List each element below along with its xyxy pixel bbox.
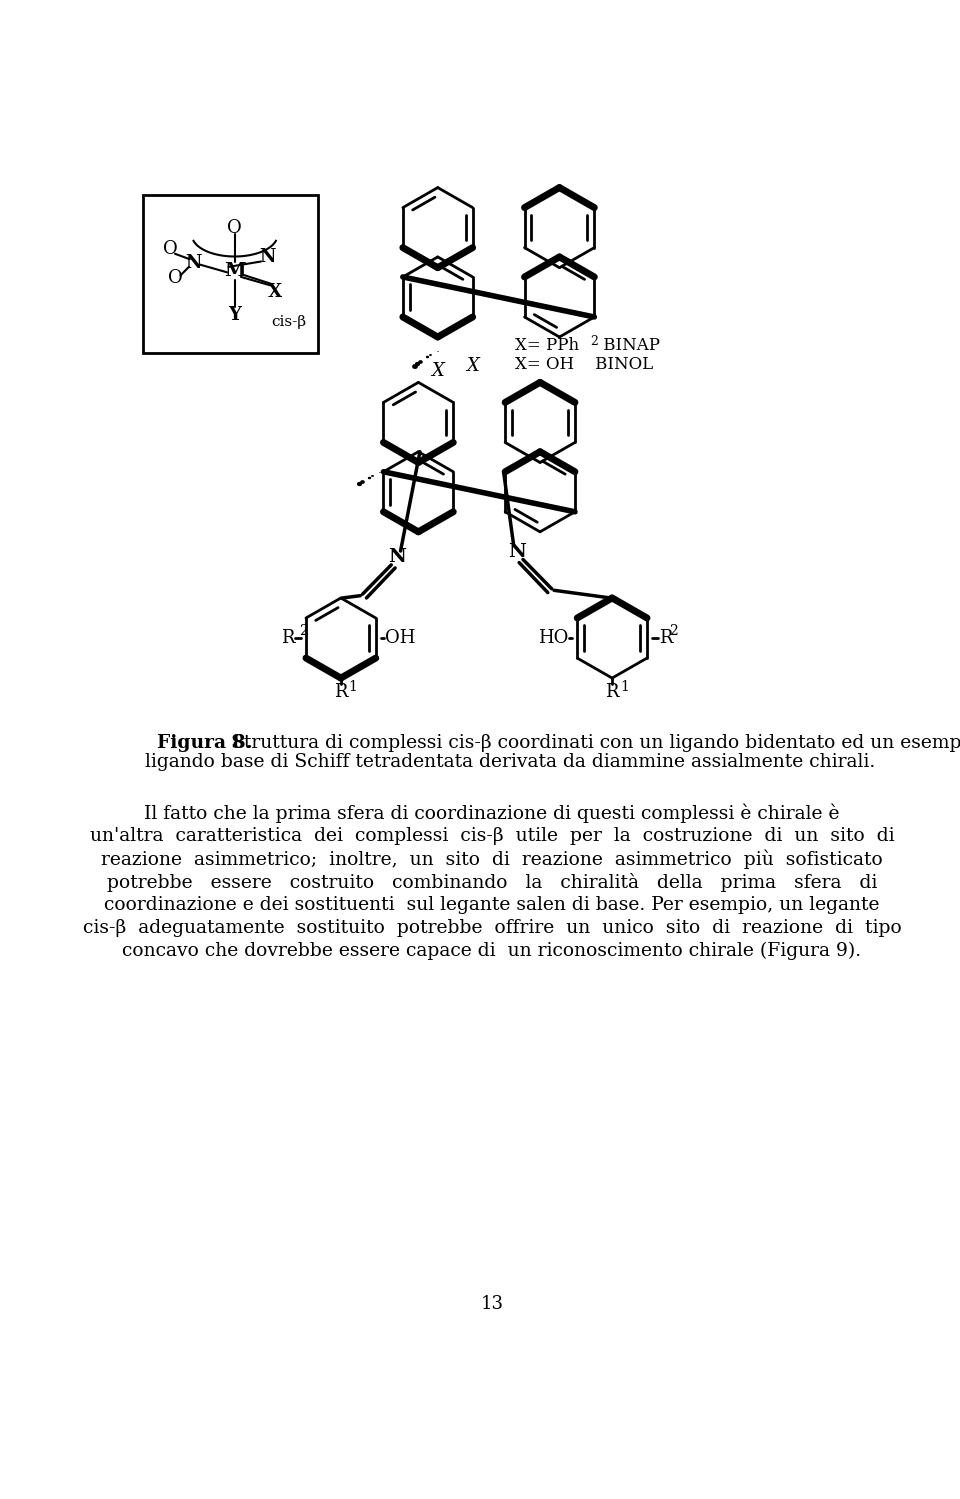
- Text: 1: 1: [620, 681, 629, 694]
- Text: reazione  asimmetrico;  inoltre,  un  sito  di  reazione  asimmetrico  più  sofi: reazione asimmetrico; inoltre, un sito d…: [101, 850, 883, 869]
- Text: N: N: [259, 247, 276, 265]
- Text: X= PPh: X= PPh: [516, 337, 580, 354]
- Text: concavo che dovrebbe essere capace di  un riconoscimento chirale (Figura 9).: concavo che dovrebbe essere capace di un…: [123, 943, 861, 961]
- Text: Struttura di complessi cis-β coordinati con un ligando bidentato ed un esempio d: Struttura di complessi cis-β coordinati …: [226, 735, 960, 752]
- Text: X: X: [467, 357, 479, 375]
- Text: R: R: [659, 630, 672, 648]
- Text: 2: 2: [669, 624, 678, 639]
- Text: O: O: [228, 219, 242, 237]
- Text: 2: 2: [299, 624, 308, 639]
- Text: O: O: [163, 240, 178, 258]
- Text: cis-β  adeguatamente  sostituito  potrebbe  offrire  un  unico  sito  di  reazio: cis-β adeguatamente sostituito potrebbe …: [83, 919, 901, 937]
- Text: 1: 1: [348, 681, 357, 694]
- Text: 13: 13: [481, 1295, 503, 1313]
- Text: Y: Y: [228, 306, 241, 324]
- Text: X= OH    BINOL: X= OH BINOL: [516, 357, 654, 373]
- Text: M: M: [224, 262, 246, 280]
- Text: X: X: [268, 282, 282, 300]
- Text: cis-β: cis-β: [271, 315, 306, 330]
- Text: BINAP: BINAP: [598, 337, 660, 354]
- Text: ligando base di Schiff tetradentata derivata da diammine assialmente chirali.: ligando base di Schiff tetradentata deri…: [146, 752, 876, 770]
- Text: O: O: [168, 270, 183, 288]
- Text: R: R: [606, 684, 619, 702]
- Text: X: X: [431, 361, 444, 379]
- Text: R: R: [334, 684, 348, 702]
- Text: N: N: [185, 253, 202, 271]
- Text: N: N: [508, 543, 526, 561]
- Text: 2: 2: [590, 336, 598, 348]
- Text: un'altra  caratteristica  dei  complessi  cis-β  utile  per  la  costruzione  di: un'altra caratteristica dei complessi ci…: [89, 826, 895, 844]
- Text: R: R: [281, 630, 295, 648]
- Text: OH: OH: [385, 630, 416, 648]
- Text: HO: HO: [538, 630, 568, 648]
- Text: coordinazione e dei sostituenti  sul legante salen di base. Per esempio, un lega: coordinazione e dei sostituenti sul lega…: [105, 896, 879, 914]
- Text: Figura 8.: Figura 8.: [157, 735, 252, 752]
- Text: potrebbe   essere   costruito   combinando   la   chiralità   della   prima   sf: potrebbe essere costruito combinando la …: [107, 872, 877, 892]
- Bar: [143, 195, 318, 354]
- Text: N: N: [389, 549, 406, 567]
- Text: Il fatto che la prima sfera di coordinazione di questi complessi è chirale è: Il fatto che la prima sfera di coordinaz…: [144, 803, 840, 823]
